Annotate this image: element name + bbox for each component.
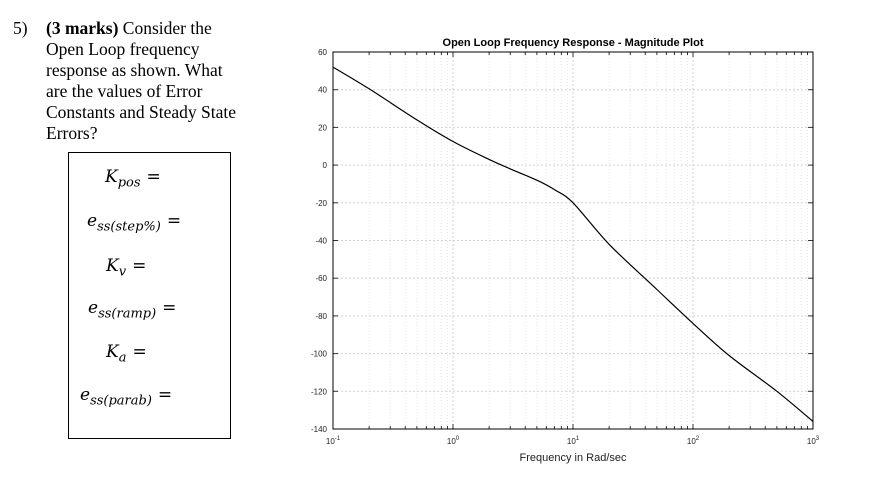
answer-subscript: v bbox=[118, 264, 127, 280]
x-tick-label: 101 bbox=[567, 436, 580, 446]
y-tick-label: 60 bbox=[318, 48, 327, 57]
x-tick-label: 10-1 bbox=[326, 436, 341, 446]
answer-subscript: ss(step%) bbox=[97, 219, 161, 235]
answer-ess-parab: ess(parab) = bbox=[69, 385, 243, 408]
answer-symbol: K bbox=[106, 256, 119, 276]
tick-labels: 60 40 20 0 -20 -40 -60 -80 -100 -120 -140 10-1 100 10… bbox=[311, 48, 820, 446]
answer-symbol: K bbox=[106, 342, 119, 362]
y-tick-label: -60 bbox=[315, 274, 327, 283]
answer-symbol: e bbox=[87, 211, 98, 231]
answer-box: Kpos = ess(step%) = Kv = ess(ramp) = Ka = ess… bbox=[68, 152, 231, 439]
answer-subscript: ss(ramp) bbox=[98, 306, 157, 322]
answer-ess-step: ess(step%) = bbox=[69, 211, 250, 234]
answer-symbol: e bbox=[80, 385, 91, 405]
answer-equals: = bbox=[132, 342, 147, 362]
answer-equals: = bbox=[146, 167, 161, 187]
y-tick-label: -140 bbox=[311, 425, 328, 434]
x-tick-label: 102 bbox=[687, 436, 700, 446]
y-tick-label: 0 bbox=[323, 161, 328, 170]
question-text: (3 marks) Consider the Open Loop frequen… bbox=[46, 18, 246, 144]
answer-equals: = bbox=[162, 298, 177, 318]
y-tick-label: -40 bbox=[315, 237, 327, 246]
answer-subscript: ss(parab) bbox=[90, 393, 152, 409]
answer-kv: Kv = bbox=[69, 256, 269, 279]
answer-symbol: K bbox=[105, 167, 118, 187]
y-tick-label: -20 bbox=[315, 199, 327, 208]
answer-subscript: a bbox=[118, 350, 127, 366]
y-tick-label: -100 bbox=[311, 350, 328, 359]
y-tick-label: -80 bbox=[315, 312, 327, 321]
answer-symbol: e bbox=[88, 298, 99, 318]
answer-ess-ramp: ess(ramp) = bbox=[69, 298, 251, 321]
question-marks: (3 marks) bbox=[46, 18, 119, 38]
axes-frame bbox=[332, 51, 814, 430]
y-tick-label: 20 bbox=[318, 123, 327, 132]
question-body: Consider the Open Loop frequency respons… bbox=[46, 18, 237, 143]
answer-equals: = bbox=[132, 256, 147, 276]
answer-ka: Ka = bbox=[69, 342, 269, 365]
y-tick-label: -120 bbox=[311, 387, 328, 396]
grid bbox=[332, 51, 813, 430]
answer-equals: = bbox=[157, 385, 173, 405]
x-axis-label: Frequency in Rad/sec bbox=[520, 452, 627, 464]
x-tick-label: 100 bbox=[447, 436, 460, 446]
chart-title: Open Loop Frequency Response - Magnitude… bbox=[443, 37, 704, 49]
x-tick-label: 103 bbox=[807, 436, 820, 446]
answer-kpos: Kpos = bbox=[69, 167, 268, 190]
answer-equals: = bbox=[166, 211, 182, 231]
question-number: 5) bbox=[13, 18, 28, 38]
series-line-0 bbox=[332, 66, 814, 422]
y-tick-label: 40 bbox=[318, 86, 327, 95]
answer-subscript: pos bbox=[117, 175, 141, 191]
